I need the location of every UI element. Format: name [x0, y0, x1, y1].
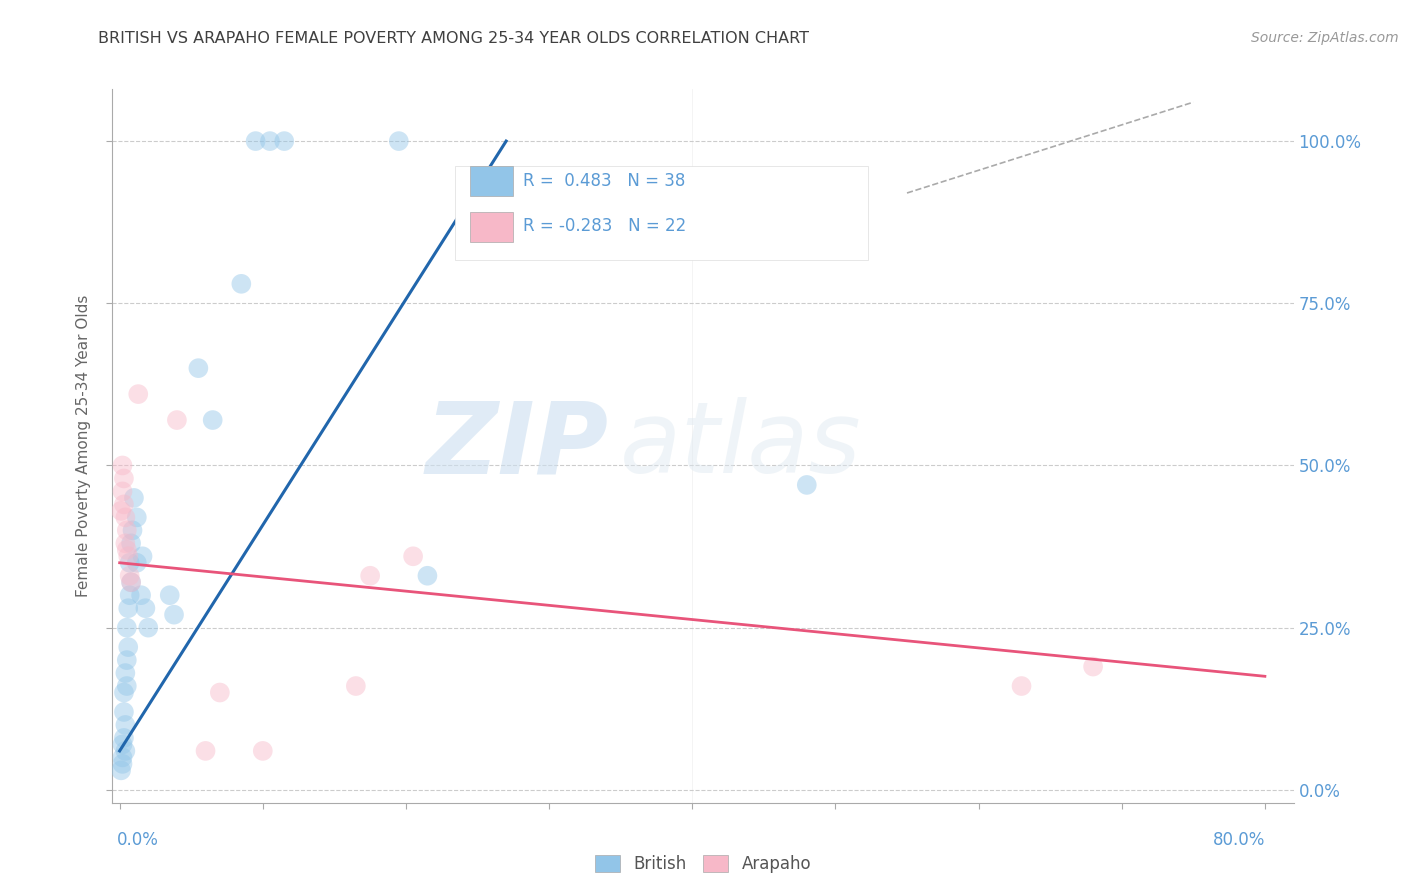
- Y-axis label: Female Poverty Among 25-34 Year Olds: Female Poverty Among 25-34 Year Olds: [76, 295, 91, 597]
- British: [121, 524, 143, 538]
- Arapaho: [110, 504, 132, 518]
- Text: atlas: atlas: [620, 398, 862, 494]
- British: [112, 685, 135, 699]
- Arapaho: [127, 387, 149, 401]
- British: [111, 750, 134, 764]
- British: [273, 134, 295, 148]
- British: [245, 134, 267, 148]
- Arapaho: [194, 744, 217, 758]
- Arapaho: [117, 549, 139, 564]
- British: [187, 361, 209, 376]
- British: [134, 601, 156, 615]
- British: [110, 764, 132, 778]
- British: [120, 536, 142, 550]
- British: [115, 621, 138, 635]
- British: [259, 134, 281, 148]
- British: [120, 575, 142, 590]
- Arapaho: [359, 568, 381, 582]
- British: [136, 621, 159, 635]
- British: [117, 601, 139, 615]
- Text: ZIP: ZIP: [426, 398, 609, 494]
- Arapaho: [115, 524, 138, 538]
- British: [163, 607, 186, 622]
- Arapaho: [112, 471, 135, 485]
- British: [201, 413, 224, 427]
- British: [122, 491, 145, 505]
- British: [117, 640, 139, 654]
- Arapaho: [114, 536, 136, 550]
- British: [111, 756, 134, 771]
- Arapaho: [114, 510, 136, 524]
- British: [796, 478, 818, 492]
- Arapaho: [208, 685, 231, 699]
- British: [231, 277, 253, 291]
- British: [118, 556, 141, 570]
- Arapaho: [1011, 679, 1033, 693]
- British: [388, 134, 411, 148]
- FancyBboxPatch shape: [471, 212, 513, 242]
- Text: 80.0%: 80.0%: [1212, 831, 1265, 849]
- British: [111, 738, 134, 752]
- British: [125, 510, 148, 524]
- British: [129, 588, 152, 602]
- Arapaho: [402, 549, 425, 564]
- Arapaho: [166, 413, 188, 427]
- British: [131, 549, 153, 564]
- Text: BRITISH VS ARAPAHO FEMALE POVERTY AMONG 25-34 YEAR OLDS CORRELATION CHART: BRITISH VS ARAPAHO FEMALE POVERTY AMONG …: [98, 31, 810, 46]
- British: [118, 588, 141, 602]
- British: [159, 588, 181, 602]
- Text: 0.0%: 0.0%: [117, 831, 159, 849]
- British: [125, 556, 148, 570]
- Arapaho: [111, 458, 134, 473]
- Arapaho: [118, 568, 141, 582]
- Arapaho: [115, 542, 138, 557]
- British: [114, 718, 136, 732]
- British: [115, 653, 138, 667]
- British: [112, 705, 135, 719]
- British: [416, 568, 439, 582]
- Arapaho: [112, 497, 135, 511]
- FancyBboxPatch shape: [471, 166, 513, 196]
- British: [114, 666, 136, 681]
- Legend: British, Arapaho: British, Arapaho: [588, 848, 818, 880]
- Text: Source: ZipAtlas.com: Source: ZipAtlas.com: [1251, 31, 1399, 45]
- Text: R = -0.283   N = 22: R = -0.283 N = 22: [523, 218, 686, 235]
- Arapaho: [252, 744, 274, 758]
- FancyBboxPatch shape: [456, 166, 869, 260]
- British: [112, 731, 135, 745]
- British: [114, 744, 136, 758]
- Text: R =  0.483   N = 38: R = 0.483 N = 38: [523, 171, 686, 189]
- Arapaho: [111, 484, 134, 499]
- Arapaho: [1081, 659, 1104, 673]
- Arapaho: [120, 575, 142, 590]
- British: [115, 679, 138, 693]
- Arapaho: [344, 679, 367, 693]
